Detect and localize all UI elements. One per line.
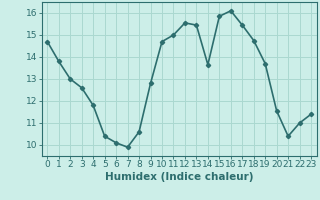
X-axis label: Humidex (Indice chaleur): Humidex (Indice chaleur) (105, 172, 253, 182)
